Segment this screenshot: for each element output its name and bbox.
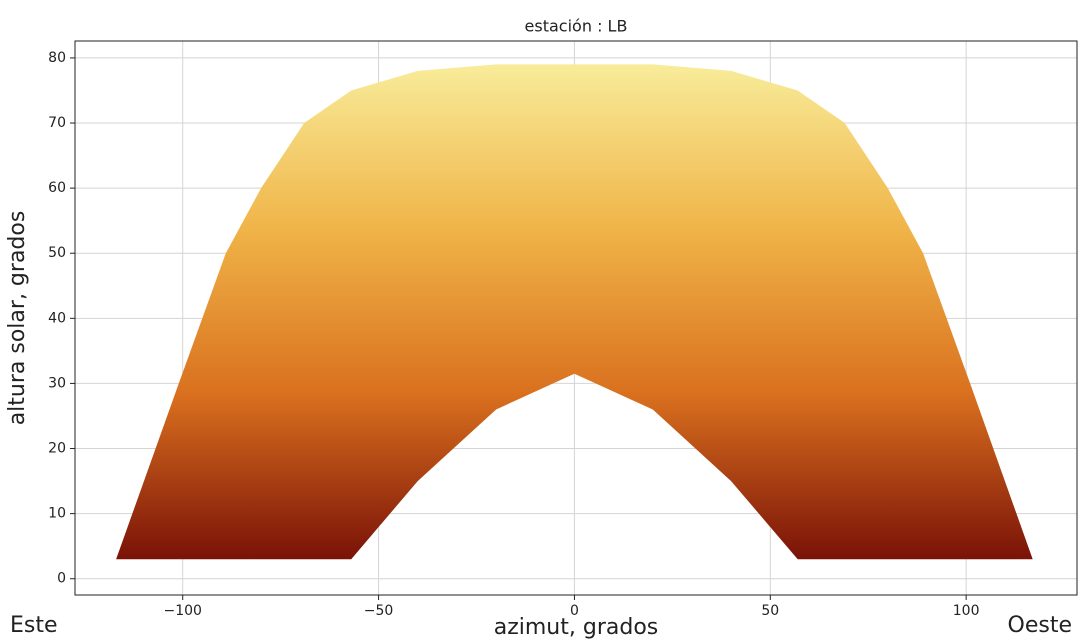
y-tick-label: 60 (48, 180, 66, 196)
x-tick-label: −50 (364, 603, 394, 619)
plot-area (116, 64, 1033, 560)
chart-title: estación : LB (525, 17, 628, 36)
y-tick-label: 30 (48, 375, 66, 391)
y-tick-label: 40 (48, 310, 66, 326)
x-tick-label: 100 (953, 603, 980, 619)
annotation: Este (10, 613, 58, 638)
y-axis-label: altura solar, grados (5, 211, 30, 426)
heat-area (116, 64, 1033, 560)
y-tick-label: 0 (57, 571, 66, 587)
x-axis-label: azimut, grados (494, 615, 659, 640)
x-tick-label: 50 (761, 603, 779, 619)
y-tick-label: 50 (48, 245, 66, 261)
y-tick-label: 70 (48, 115, 66, 131)
annotation: Oeste (1008, 613, 1072, 638)
y-tick-label: 20 (48, 441, 66, 457)
x-tick-label: 0 (570, 603, 579, 619)
y-tick-label: 80 (48, 50, 66, 66)
x-tick-label: −100 (163, 603, 201, 619)
y-tick-label: 10 (48, 506, 66, 522)
